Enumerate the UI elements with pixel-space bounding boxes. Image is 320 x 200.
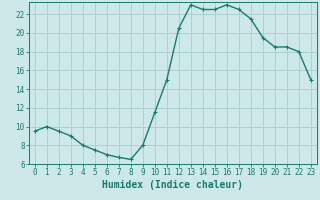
X-axis label: Humidex (Indice chaleur): Humidex (Indice chaleur) xyxy=(102,180,243,190)
